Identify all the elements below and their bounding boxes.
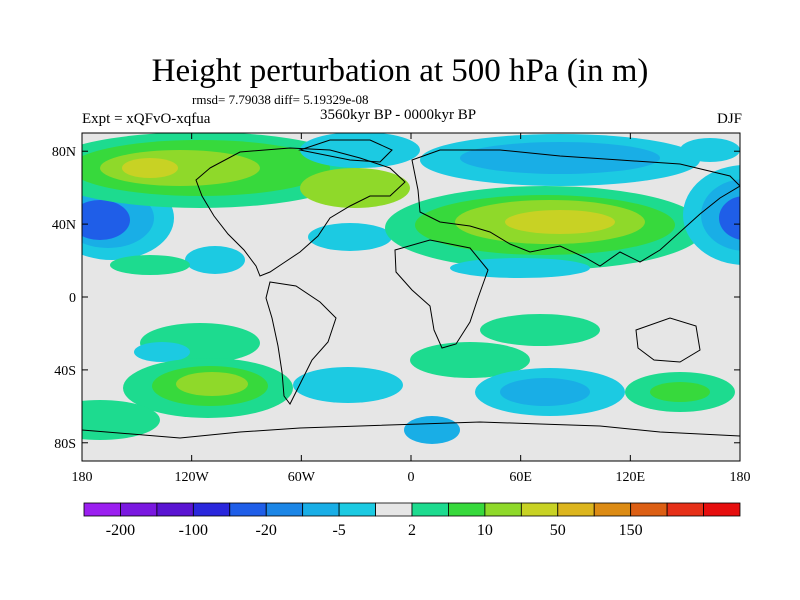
- lon-tick-label: 60E: [509, 470, 532, 485]
- lon-tick-label: 120W: [175, 470, 210, 485]
- season-label: DJF: [716, 111, 742, 127]
- longitude-axis: 180 120W 60W 0 60E 120E 180: [72, 133, 751, 485]
- anomaly-arabia: [450, 258, 590, 278]
- anomaly-indian: [480, 314, 600, 346]
- anomaly-south-atlantic: [293, 367, 403, 403]
- anomaly-eurasia-core: [505, 210, 615, 234]
- colorbar-swatch: [630, 502, 668, 517]
- colorbar-label: 10: [477, 522, 493, 539]
- south-america-coast: [265, 281, 337, 405]
- colorbar-swatch: [302, 502, 340, 517]
- lon-tick-label: 60W: [288, 470, 316, 485]
- anomaly-antarctic: [404, 416, 460, 444]
- lat-tick-label: 80S: [54, 437, 76, 452]
- lat-tick-label: 40S: [54, 364, 76, 379]
- height-perturbation-field: [82, 133, 740, 461]
- colorbar-label: -5: [332, 522, 345, 539]
- anomaly-south-pacific-small: [134, 342, 190, 362]
- colorbar-swatch: [83, 502, 121, 517]
- colorbar-swatch: [666, 502, 704, 517]
- antarctica-coast: [82, 421, 740, 439]
- colorbar-swatch: [448, 502, 486, 517]
- anomaly-south-pacific-core: [176, 372, 248, 396]
- map-title: Height perturbation at 500 hPa (in m): [151, 53, 649, 89]
- north-america-coast: [195, 147, 406, 277]
- colorbar-swatch: [338, 502, 376, 517]
- africa-coast: [394, 239, 489, 349]
- colorbar-label: -100: [179, 522, 208, 539]
- anomaly-east-pacific: [185, 246, 245, 274]
- lat-tick-label: 80N: [52, 145, 76, 160]
- anomaly-south-indian: [410, 342, 530, 378]
- greenland-coast: [298, 139, 393, 163]
- anomaly-labrador: [300, 168, 410, 208]
- colorbar-label: -200: [106, 522, 135, 539]
- anomaly-west-pacific-inner: [701, 179, 740, 251]
- colorbar-swatch: [411, 502, 449, 517]
- anomaly-arctic-band-core: [122, 158, 178, 178]
- colorbar-swatch: [229, 502, 267, 517]
- anomaly-subtropical-pacific: [110, 255, 190, 275]
- anomaly-greenland: [300, 133, 420, 168]
- anomaly-south-australia-core: [650, 382, 710, 402]
- lon-tick-label: 120E: [616, 470, 646, 485]
- colorbar-swatch: [265, 502, 304, 517]
- latitude-axis: 80N 40N 0 40S 80S: [52, 145, 740, 452]
- lon-tick-label: 0: [408, 470, 415, 485]
- colorbar-label: 50: [550, 522, 566, 539]
- coastlines: [82, 139, 740, 439]
- colorbar-label: 2: [408, 522, 416, 539]
- colorbar-swatch: [557, 502, 595, 517]
- colorbar-label: -20: [256, 522, 277, 539]
- anomaly-bering: [680, 138, 740, 162]
- colorbar-label: 150: [619, 522, 643, 539]
- colorbar-swatch: [192, 502, 231, 517]
- anomaly-north-pacific-core: [82, 200, 130, 240]
- colorbar-swatch: [484, 502, 522, 517]
- colorbar-swatch: [375, 502, 413, 517]
- australia-coast: [635, 317, 701, 363]
- period-label: 3560kyr BP - 0000kyr BP: [320, 107, 477, 123]
- colorbar-swatch: [120, 502, 158, 517]
- lat-tick-label: 0: [69, 291, 76, 306]
- lon-tick-label: 180: [730, 470, 751, 485]
- colorbar-swatch: [703, 502, 741, 517]
- colorbar-swatch: [520, 502, 559, 517]
- lon-tick-label: 180: [72, 470, 93, 485]
- anomaly-west-pacific-core: [719, 196, 740, 240]
- eurasia-coast: [411, 149, 740, 267]
- anomaly-siberia-inner: [460, 142, 660, 174]
- anomaly-southern-indian-core: [500, 378, 590, 406]
- anomaly-atlantic: [308, 223, 392, 251]
- colorbar-swatch: [593, 502, 632, 517]
- colorbar-swatch: [156, 502, 194, 517]
- lat-tick-label: 40N: [52, 218, 76, 233]
- statistics-label: rmsd= 7.79038 diff= 5.19329e-08: [192, 92, 369, 107]
- colorbar: -200 -100 -20 -5 2 10 50 150: [83, 502, 741, 539]
- experiment-label: Expt = xQFvO-xqfua: [82, 111, 211, 127]
- anomaly-southern-ocean-west: [82, 400, 160, 440]
